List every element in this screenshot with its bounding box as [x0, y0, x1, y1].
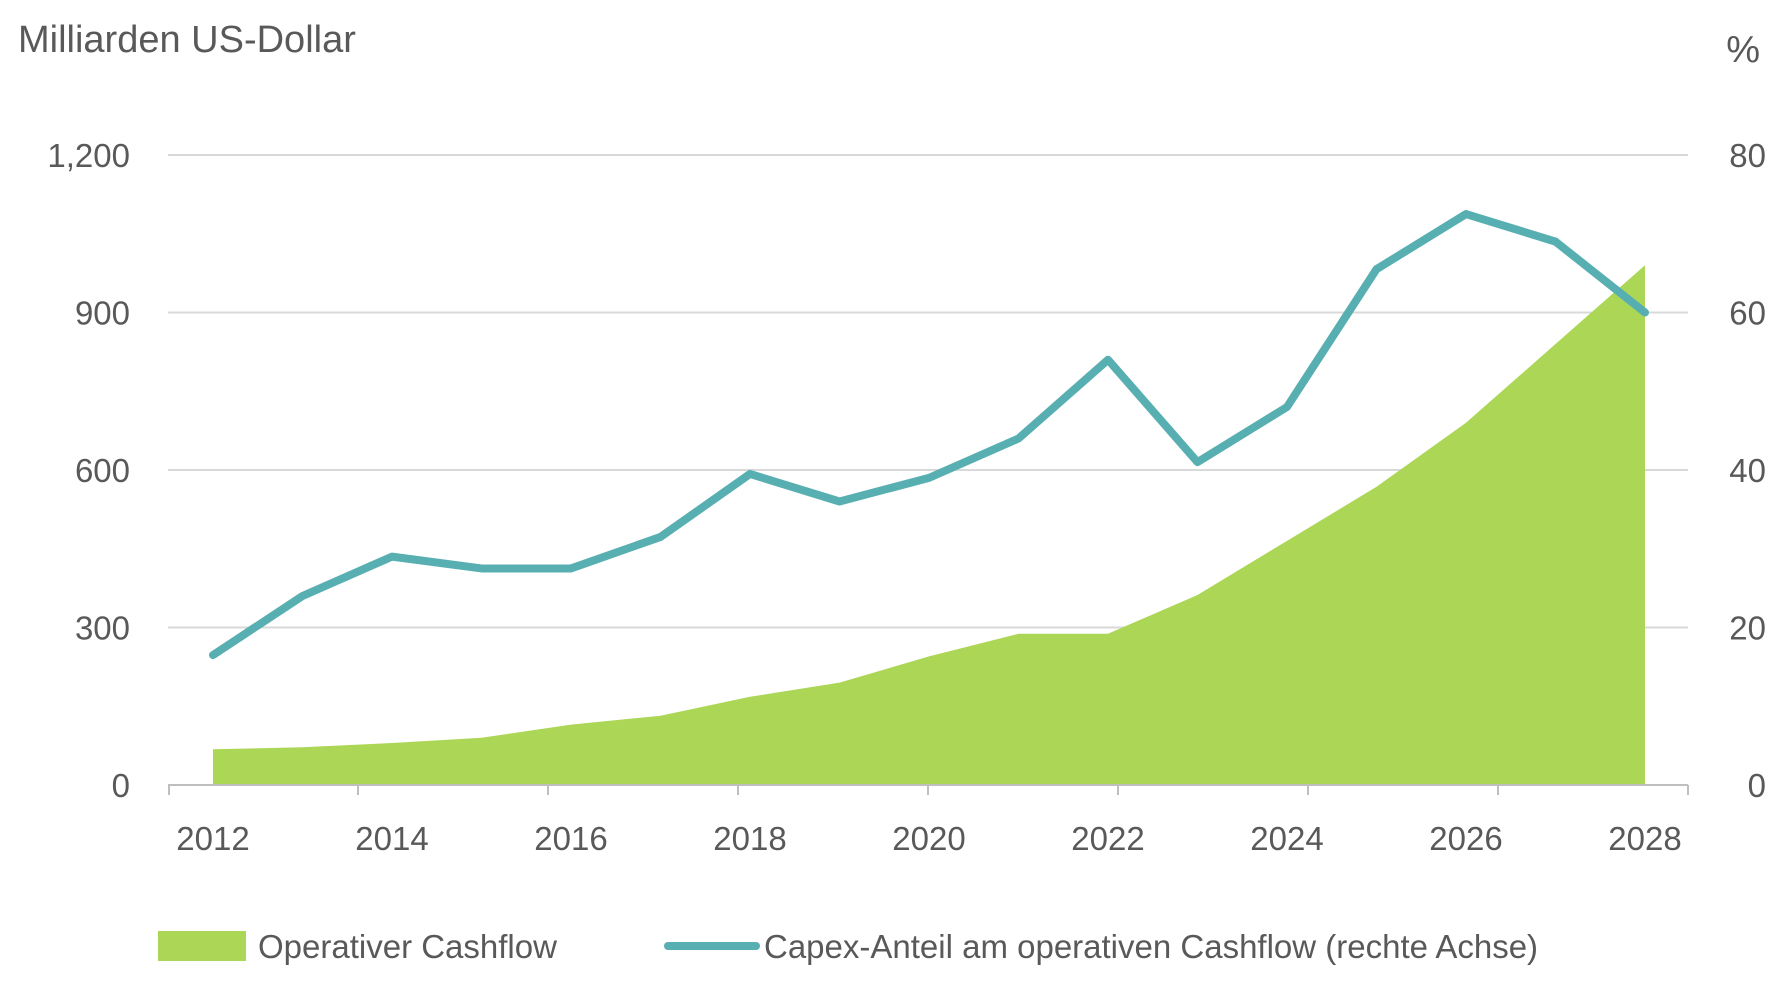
x-axis-tick-label: 2026 — [1429, 820, 1502, 857]
x-axis-tick-label: 2016 — [534, 820, 607, 857]
line-series-capex-anteil — [209, 210, 1649, 660]
left-axis-tick-label: 1,200 — [47, 137, 130, 174]
x-axis-tick-label: 2020 — [892, 820, 965, 857]
area-series-layer — [213, 265, 1645, 785]
legend: Operativer Cashflow Capex-Anteil am oper… — [158, 928, 1538, 965]
x-axis-tick-label: 2018 — [713, 820, 786, 857]
right-axis-title: % — [1726, 29, 1760, 71]
legend-label-operativer-cashflow: Operativer Cashflow — [258, 928, 557, 965]
x-axis-tick-label: 2014 — [355, 820, 428, 857]
left-axis-title: Milliarden US-Dollar — [18, 19, 356, 61]
x-axis-tick-label: 2022 — [1071, 820, 1144, 857]
x-axis-tick-labels: 2012 2014 2016 2018 2020 2022 2024 2026 2028 — [176, 820, 1681, 857]
right-axis-tick-labels: 0 20 40 60 80 — [1729, 137, 1766, 804]
right-axis-tick-label: 0 — [1748, 767, 1766, 804]
x-axis-tick-label: 2012 — [176, 820, 249, 857]
right-axis-tick-label: 40 — [1729, 452, 1766, 489]
x-axis-tick-label: 2024 — [1250, 820, 1323, 857]
line-series-layer — [209, 210, 1649, 660]
left-axis-tick-label: 600 — [75, 452, 130, 489]
left-axis-tick-label: 900 — [75, 295, 130, 332]
right-axis-tick-label: 20 — [1729, 610, 1766, 647]
right-axis-tick-label: 60 — [1729, 295, 1766, 332]
x-axis — [168, 784, 1689, 795]
left-axis-tick-label: 300 — [75, 610, 130, 647]
x-axis-tick-label: 2028 — [1608, 820, 1681, 857]
right-axis-tick-label: 80 — [1729, 137, 1766, 174]
area-series-operativer-cashflow — [213, 265, 1645, 785]
left-axis-tick-label: 0 — [112, 767, 130, 804]
legend-label-capex-anteil: Capex-Anteil am operativen Cashflow (rec… — [764, 928, 1538, 965]
left-axis-tick-labels: 0 300 600 900 1,200 — [47, 137, 130, 804]
legend-swatch-operativer-cashflow — [158, 931, 246, 961]
